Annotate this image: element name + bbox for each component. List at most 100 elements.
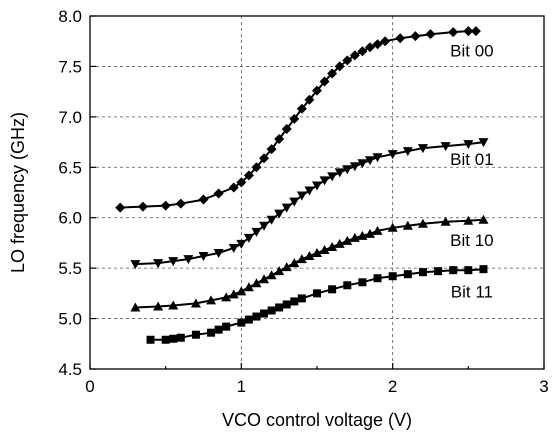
data-point [364, 156, 375, 166]
y-axis-label: LO frequency (GHz) [8, 112, 28, 273]
data-point [161, 335, 170, 344]
data-point [296, 191, 307, 201]
x-axis-label: VCO control voltage (V) [222, 410, 412, 430]
data-point [478, 138, 489, 148]
data-point [213, 249, 224, 259]
y-tick-label: 7.5 [58, 57, 82, 76]
data-point [228, 289, 239, 299]
y-tick-label: 6.5 [58, 158, 82, 177]
data-point [304, 186, 315, 196]
data-point [281, 203, 292, 213]
data-point [448, 27, 459, 38]
data-point [440, 216, 451, 226]
data-point [312, 181, 322, 191]
data-point [266, 270, 277, 280]
series-layer [115, 26, 489, 344]
series-label-bit-11: Bit 11 [451, 282, 493, 301]
data-point [290, 297, 299, 306]
data-point [319, 244, 330, 254]
data-point [259, 153, 270, 164]
data-point [372, 225, 383, 235]
grid [90, 16, 544, 369]
series-bit-10 [130, 214, 489, 312]
data-point [259, 221, 270, 231]
data-point [222, 322, 231, 331]
data-point [281, 262, 292, 272]
data-point [289, 258, 300, 268]
y-tick-label: 7.0 [58, 108, 82, 127]
data-point [464, 266, 473, 275]
data-point [387, 222, 398, 232]
data-point [274, 209, 285, 219]
data-point [175, 198, 186, 209]
data-point [236, 286, 247, 296]
y-tick-label: 5.0 [58, 310, 82, 329]
data-point [206, 295, 217, 305]
data-point [168, 257, 179, 267]
data-point [213, 188, 224, 199]
data-point [153, 301, 164, 311]
data-point [237, 318, 246, 327]
data-point [169, 334, 178, 343]
data-point [470, 26, 481, 37]
data-point [297, 294, 306, 303]
data-point [417, 144, 428, 154]
data-point [243, 282, 254, 292]
data-point [357, 230, 368, 240]
data-point [266, 215, 277, 225]
data-point [327, 241, 338, 251]
plot-frame [89, 15, 545, 370]
data-point [191, 330, 200, 339]
data-point [266, 144, 277, 155]
axis-ticks: 0 1 2 3 4.5 5.0 5.5 6.0 6.5 7.0 7.5 8.0 [58, 7, 548, 396]
data-point [395, 33, 406, 44]
data-point [282, 300, 291, 309]
data-point [183, 255, 194, 265]
data-point [463, 140, 474, 150]
data-point [190, 298, 201, 308]
data-point [342, 55, 353, 66]
data-point [349, 50, 360, 61]
data-point [251, 162, 262, 173]
data-point [296, 103, 307, 114]
data-point [198, 252, 209, 262]
data-point [198, 194, 209, 205]
series-line-bit-10 [135, 218, 484, 309]
data-point [440, 142, 451, 152]
data-point [334, 238, 345, 248]
y-tick-label: 4.5 [58, 360, 82, 379]
series-label-bit-10: Bit 10 [450, 231, 493, 250]
data-point [267, 306, 276, 315]
data-point [228, 243, 239, 253]
data-point [236, 177, 247, 188]
series-label-bit-00: Bit 00 [450, 41, 493, 60]
data-point [289, 197, 300, 207]
data-point [275, 303, 284, 312]
data-point [349, 162, 360, 172]
y-tick-label: 5.5 [58, 259, 82, 278]
data-point [115, 202, 126, 213]
data-point [364, 42, 375, 53]
series-label-bit-01: Bit 01 [450, 150, 493, 169]
data-point [402, 220, 413, 230]
data-point [449, 266, 458, 275]
data-point [328, 285, 337, 294]
data-point [251, 278, 262, 288]
data-point [274, 266, 285, 276]
data-point [425, 29, 436, 40]
data-point [274, 134, 285, 145]
data-point [319, 76, 330, 87]
data-point [402, 147, 413, 157]
data-point [313, 289, 321, 298]
series-bit-00 [115, 26, 481, 213]
x-tick-label: 0 [85, 377, 94, 396]
data-point [372, 153, 383, 163]
data-point [281, 123, 292, 134]
data-point [207, 328, 216, 337]
data-point [221, 292, 232, 302]
data-point [373, 274, 382, 283]
data-point [251, 227, 262, 237]
data-point [343, 281, 352, 290]
data-point [388, 272, 397, 281]
